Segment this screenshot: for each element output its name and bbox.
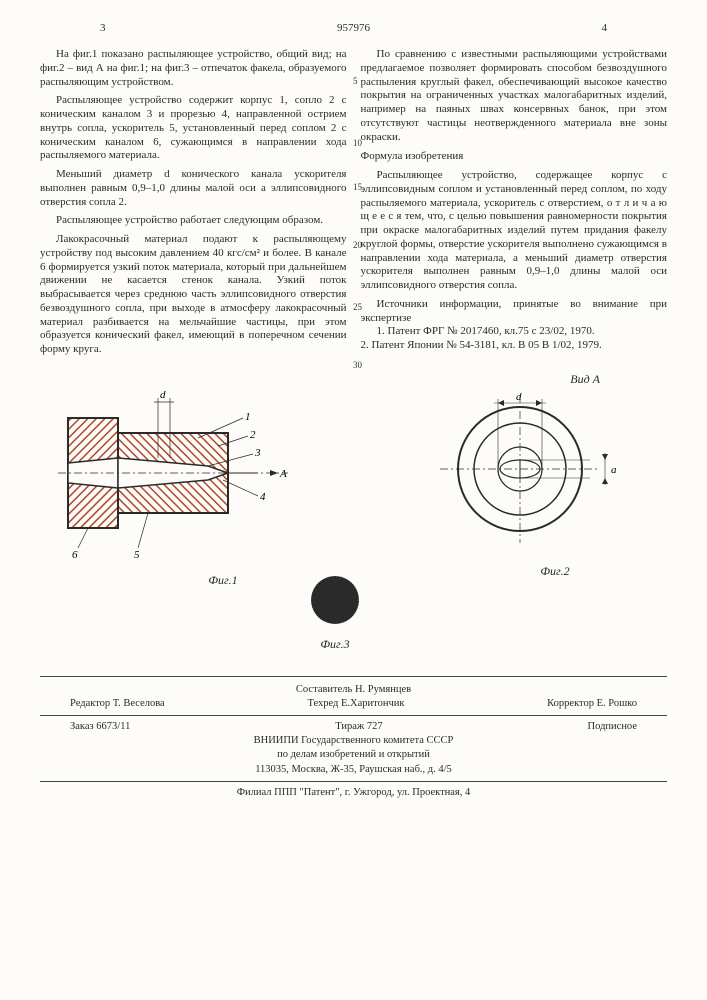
- page-number-left: 3: [100, 22, 106, 36]
- sign: Подписное: [588, 720, 637, 734]
- line-number: 5: [353, 76, 358, 87]
- tech-editor: Техред Е.Харитончик: [307, 697, 404, 711]
- text-columns: На фиг.1 показано распыляющее устройство…: [40, 48, 667, 362]
- editor: Редактор Т. Веселова: [70, 697, 165, 711]
- document-number: 957976: [337, 22, 370, 36]
- page: 3 957976 4 5 10 15 20 25 30 На фиг.1 пок…: [0, 0, 707, 1000]
- figure-1-label: Фиг.1: [138, 573, 308, 588]
- line-number: 15: [353, 182, 362, 193]
- address-1: 113035, Москва, Ж-35, Раушская наб., д. …: [40, 763, 667, 777]
- figure-3-label: Фиг.3: [300, 637, 370, 652]
- corrector: Корректор Е. Рошко: [547, 697, 637, 711]
- svg-text:6: 6: [72, 549, 78, 561]
- figure-1-svg: d 1 2 3 А 4 6 5: [58, 388, 308, 568]
- org-line-2: по делам изобретений и открытий: [40, 748, 667, 762]
- line-number: 25: [353, 302, 362, 313]
- source-item: 1. Патент ФРГ № 2017460, кл.75 с 23/02, …: [361, 325, 668, 339]
- figure-2-title: Вид А: [430, 372, 600, 387]
- paragraph: Распыляющее устройство работает следующи…: [40, 214, 347, 228]
- line-number: 10: [353, 138, 362, 149]
- figure-2-label: Фиг.2: [480, 564, 630, 579]
- right-column: По сравнению с известными распыляющими у…: [361, 48, 668, 362]
- figure-3: Фиг.3: [300, 572, 370, 652]
- footer-staff-row: Редактор Т. Веселова Техред Е.Харитончик…: [40, 697, 667, 711]
- svg-text:5: 5: [134, 549, 140, 561]
- figure-2-svg: d а: [430, 389, 630, 559]
- svg-text:2: 2: [250, 429, 256, 441]
- footer-divider: [40, 781, 667, 782]
- footer-divider: [40, 715, 667, 716]
- header: 3 957976 4: [40, 22, 667, 44]
- paragraph: Меньший диаметр d конического канала уск…: [40, 168, 347, 209]
- page-number-right: 4: [602, 22, 608, 36]
- figures-area: d 1 2 3 А 4 6 5 Фиг.1 Вид А: [40, 372, 667, 672]
- figure-2: Вид А d: [430, 372, 630, 579]
- svg-text:3: 3: [254, 447, 261, 459]
- paragraph: По сравнению с известными распыляющими у…: [361, 48, 668, 144]
- org-line-1: ВНИИПИ Государственного комитета СССР: [40, 734, 667, 748]
- formula-body: Распыляющее устройство, содержащее корпу…: [361, 169, 668, 293]
- branch: Филиал ППП "Патент", г. Ужгород, ул. Про…: [40, 786, 667, 800]
- callout-d: d: [160, 389, 166, 401]
- paragraph: Распыляющее устройство содержит корпус 1…: [40, 94, 347, 163]
- line-number: 20: [353, 240, 362, 251]
- paragraph: Лакокрасочный материал подают к распыляю…: [40, 233, 347, 357]
- figure-1: d 1 2 3 А 4 6 5 Фиг.1: [58, 388, 308, 588]
- svg-text:d: d: [516, 391, 522, 403]
- formula-title: Формула изобретения: [361, 150, 668, 164]
- svg-text:а: а: [611, 464, 617, 476]
- source-item: 2. Патент Японии № 54-3181, кл. В 05 В 1…: [361, 339, 668, 353]
- svg-text:А: А: [279, 468, 287, 480]
- footer-order-row: Заказ 6673/11 Тираж 727 Подписное: [40, 720, 667, 734]
- order-number: Заказ 6673/11: [70, 720, 130, 734]
- svg-text:1: 1: [245, 411, 251, 423]
- paragraph: На фиг.1 показано распыляющее устройство…: [40, 48, 347, 89]
- svg-text:4: 4: [260, 491, 266, 503]
- compiler: Составитель Н. Румянцев: [40, 683, 667, 697]
- footer: Составитель Н. Румянцев Редактор Т. Весе…: [40, 676, 667, 800]
- figure-3-svg: [300, 572, 370, 632]
- tirazh: Тираж 727: [335, 720, 382, 734]
- sources-title: Источники информации, принятые во вниман…: [361, 298, 668, 326]
- line-number: 30: [353, 360, 362, 371]
- left-column: На фиг.1 показано распыляющее устройство…: [40, 48, 347, 362]
